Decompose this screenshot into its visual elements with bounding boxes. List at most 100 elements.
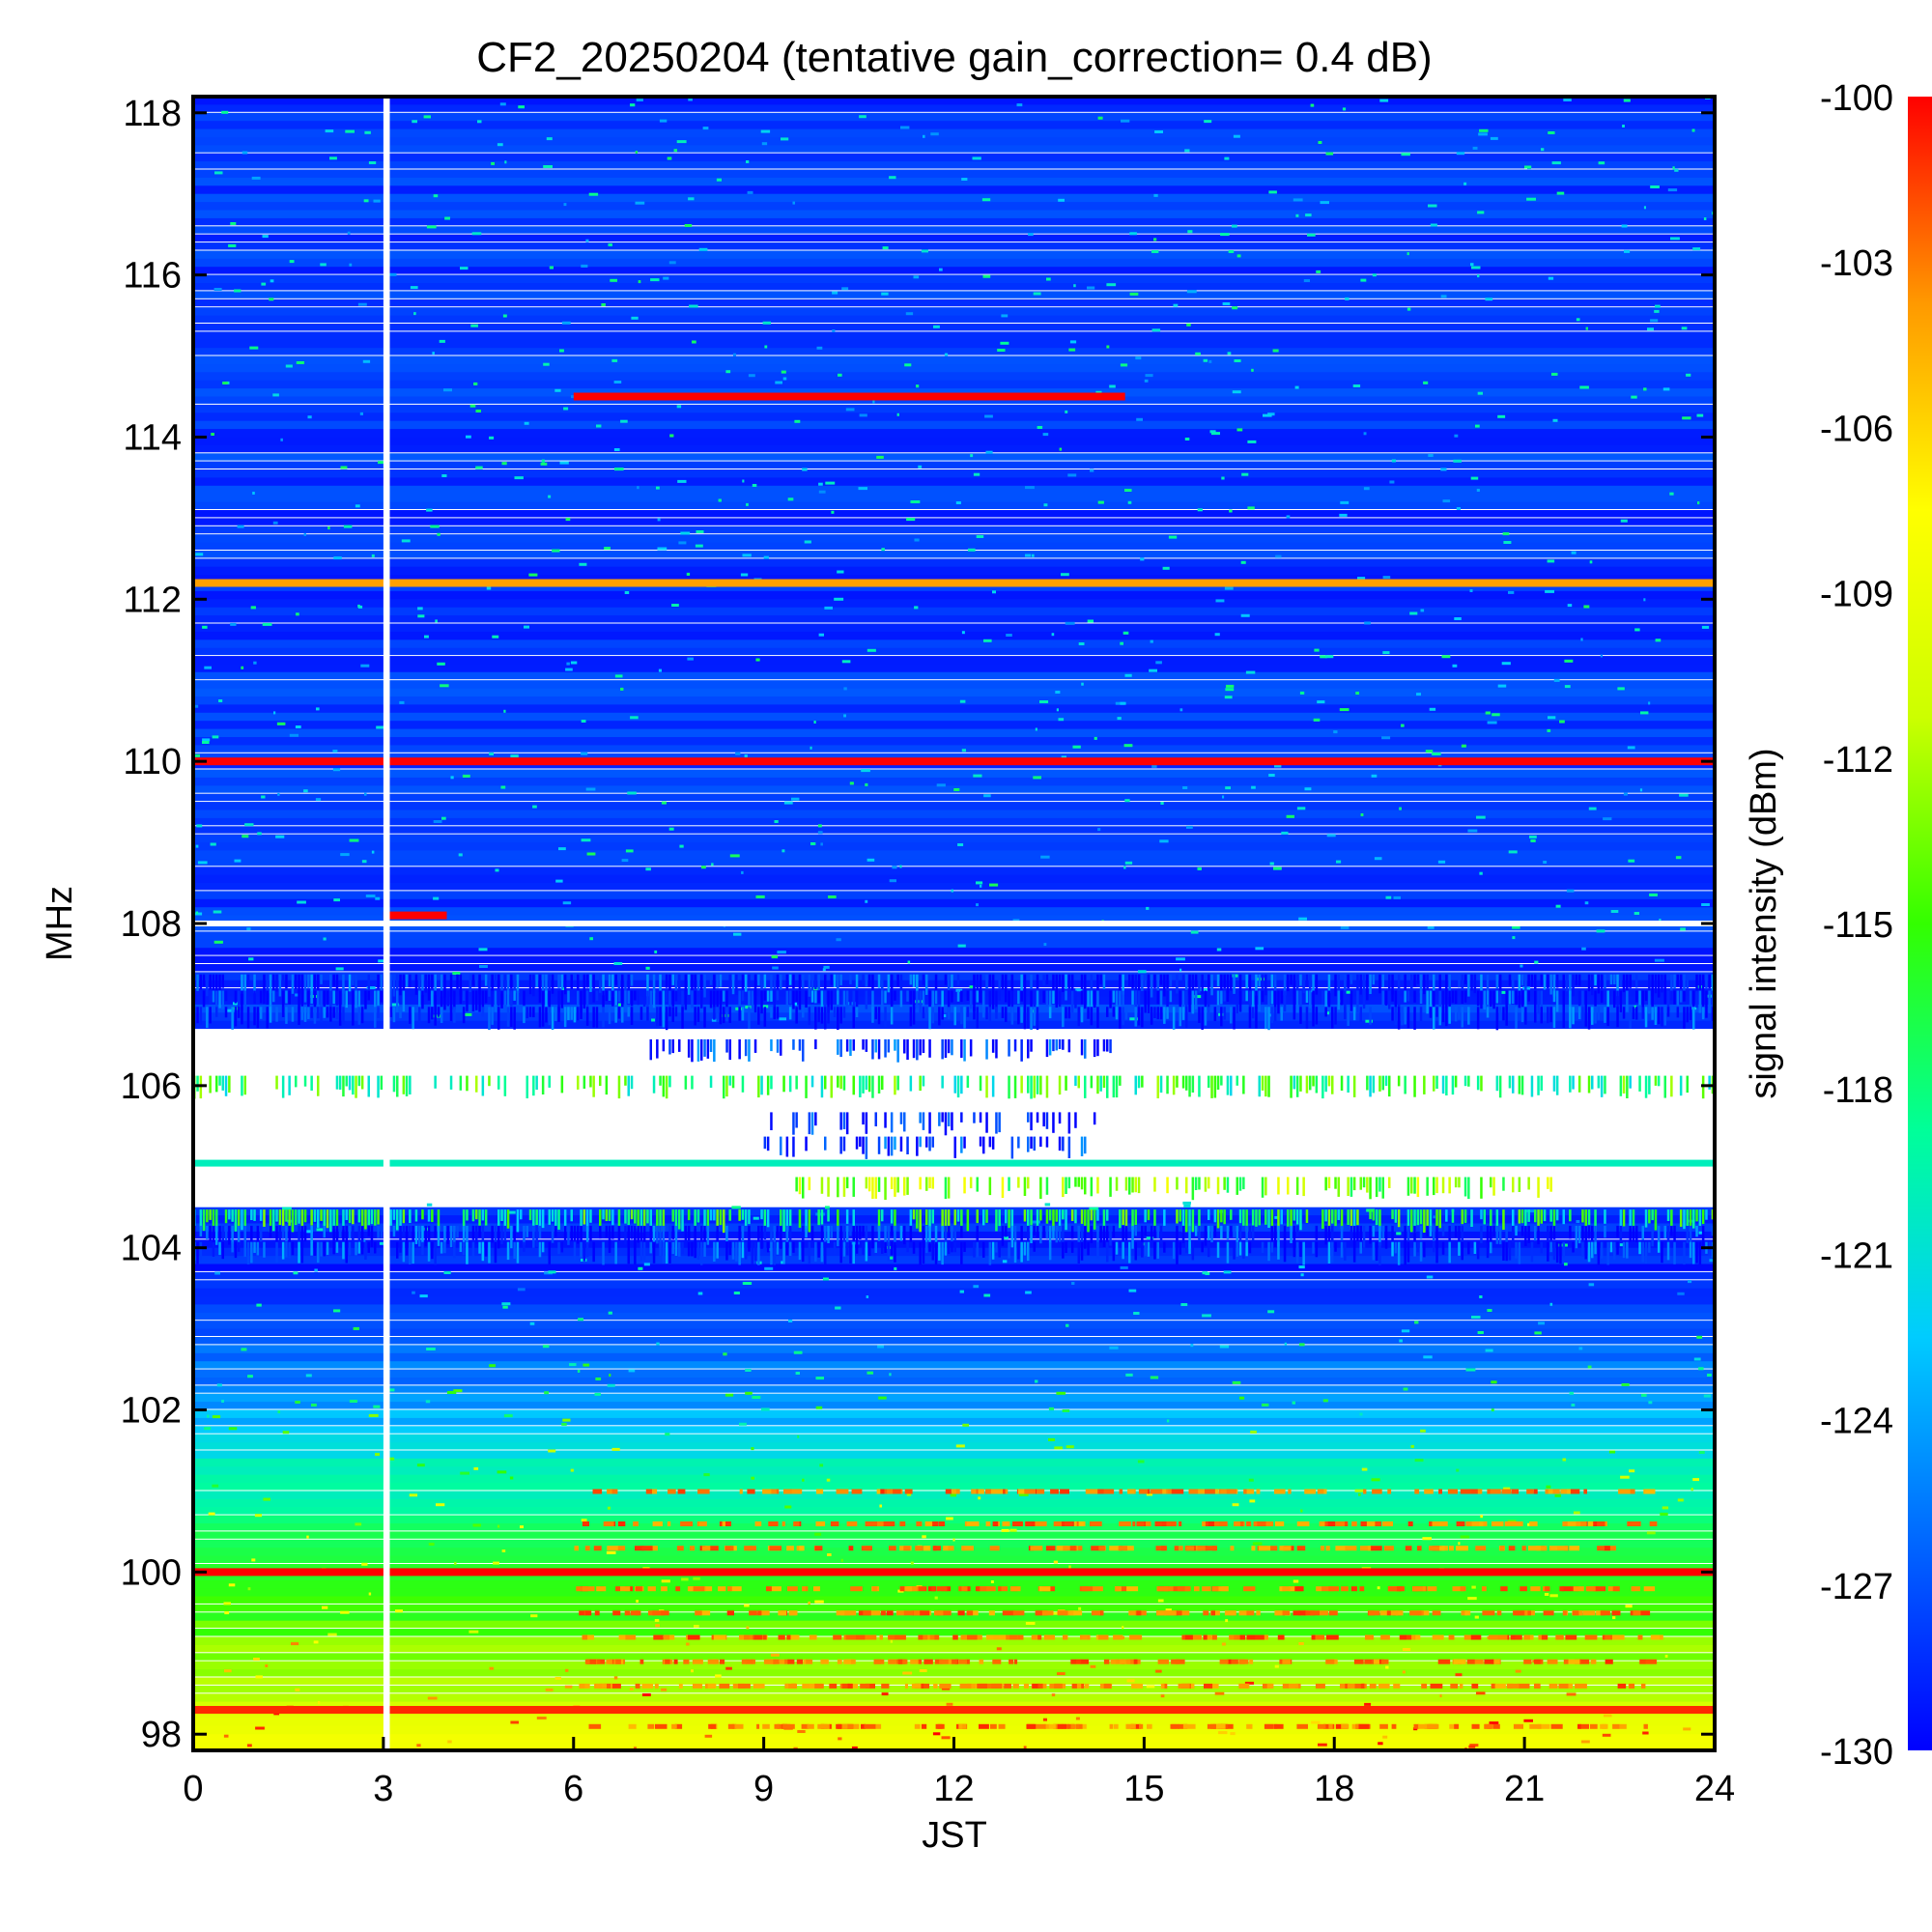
intermittent-signal: [874, 1038, 877, 1053]
noise-speck: [263, 1497, 270, 1501]
intermittent-signal: [760, 974, 763, 990]
signal-line-105: [193, 1159, 1715, 1167]
noise-speck: [1461, 744, 1466, 748]
noise-speck: [641, 1693, 651, 1696]
intermittent-signal: [1134, 1177, 1137, 1193]
noise-speck: [386, 1388, 395, 1392]
burst-signal: [864, 1723, 876, 1729]
intermittent-signal: [481, 990, 485, 1010]
burst-signal: [1492, 1723, 1500, 1729]
intermittent-signal: [1176, 1225, 1179, 1248]
intermittent-signal: [1179, 1007, 1181, 1027]
burst-signal: [1211, 1634, 1217, 1640]
intermittent-signal: [956, 1209, 960, 1222]
intermittent-signal: [459, 1241, 463, 1252]
noise-speck: [502, 1305, 508, 1309]
intermittent-signal: [906, 1241, 909, 1253]
noise-speck: [548, 1270, 556, 1274]
intermittent-signal: [1030, 1075, 1033, 1099]
noise-speck: [744, 754, 748, 757]
intermittent-signal: [557, 990, 560, 1012]
band-gap-line: [193, 1124, 1715, 1126]
burst-signal: [719, 1683, 730, 1689]
intermittent-signal: [1096, 1241, 1099, 1259]
band-gap-line: [193, 768, 1715, 770]
noise-speck: [1345, 990, 1351, 994]
burst-signal: [1413, 1723, 1420, 1729]
freq-band: [193, 1531, 1715, 1541]
intermittent-signal: [1045, 974, 1049, 984]
intermittent-signal: [656, 1038, 659, 1059]
intermittent-signal: [659, 1209, 662, 1233]
intermittent-signal: [396, 1209, 399, 1231]
band-gap-line: [193, 1530, 1715, 1532]
burst-signal: [1238, 1634, 1246, 1640]
freq-band: [193, 1061, 1715, 1070]
burst-signal: [851, 1489, 863, 1494]
burst-signal: [1177, 1586, 1190, 1592]
intermittent-signal: [817, 974, 820, 990]
intermittent-signal: [671, 1209, 674, 1222]
noise-speck: [663, 276, 669, 280]
noise-speck: [1410, 1444, 1414, 1448]
intermittent-signal: [1150, 1007, 1153, 1025]
burst-signal: [915, 1586, 920, 1592]
intermittent-signal: [256, 1007, 260, 1029]
burst-signal: [769, 1546, 782, 1551]
intermittent-signal: [916, 1136, 919, 1156]
intermittent-signal: [389, 1209, 392, 1226]
intermittent-signal: [925, 974, 928, 995]
band-gap-line: [193, 533, 1715, 535]
band-gap-line: [193, 1109, 1715, 1111]
noise-speck: [1698, 1367, 1704, 1371]
band-gap-line: [193, 1676, 1715, 1678]
burst-signal: [1484, 1659, 1494, 1664]
burst-signal: [1450, 1683, 1459, 1689]
intermittent-signal: [281, 1225, 285, 1239]
intermittent-signal: [802, 1007, 805, 1018]
burst-signal: [1075, 1659, 1082, 1664]
noise-speck: [1681, 327, 1688, 330]
burst-signal: [1203, 1610, 1209, 1616]
noise-speck: [436, 1503, 445, 1507]
intermittent-signal: [684, 990, 688, 1010]
intermittent-signal: [285, 990, 288, 1004]
burst-signal: [1417, 1546, 1422, 1551]
intermittent-signal: [577, 990, 580, 1007]
intermittent-signal: [947, 1209, 951, 1233]
burst-signal: [1494, 1683, 1506, 1689]
intermittent-signal: [1369, 1007, 1372, 1025]
burst-signal: [579, 1683, 587, 1689]
intermittent-signal: [1201, 1241, 1204, 1253]
intermittent-signal: [281, 1007, 285, 1017]
intermittent-signal: [985, 1112, 988, 1133]
intermittent-signal: [1008, 1177, 1010, 1191]
noise-speck: [1232, 1503, 1239, 1507]
intermittent-signal: [1594, 1007, 1597, 1024]
intermittent-signal: [1423, 1241, 1426, 1258]
noise-speck: [867, 648, 876, 652]
intermittent-signal: [1201, 974, 1204, 995]
intermittent-signal: [928, 990, 931, 1008]
intermittent-signal: [1638, 990, 1641, 1006]
intermittent-signal: [960, 1241, 963, 1264]
intermittent-signal: [1594, 1209, 1597, 1232]
intermittent-signal: [497, 1225, 500, 1249]
noise-speck: [1215, 599, 1225, 603]
intermittent-signal: [414, 974, 418, 995]
burst-signal: [603, 1521, 614, 1526]
intermittent-signal: [723, 1007, 725, 1024]
intermittent-signal: [1096, 1038, 1099, 1057]
intermittent-signal: [1657, 1075, 1661, 1087]
intermittent-signal: [788, 990, 792, 1004]
noise-speck: [1508, 850, 1518, 854]
intermittent-signal: [1248, 974, 1252, 993]
burst-signal: [817, 1723, 830, 1729]
noise-speck: [586, 852, 596, 856]
intermittent-signal: [1299, 1209, 1302, 1231]
intermittent-signal: [1381, 990, 1384, 1006]
intermittent-signal: [389, 990, 392, 1009]
intermittent-signal: [852, 1241, 855, 1264]
burst-signal: [1482, 1610, 1495, 1616]
intermittent-signal: [760, 1209, 763, 1220]
